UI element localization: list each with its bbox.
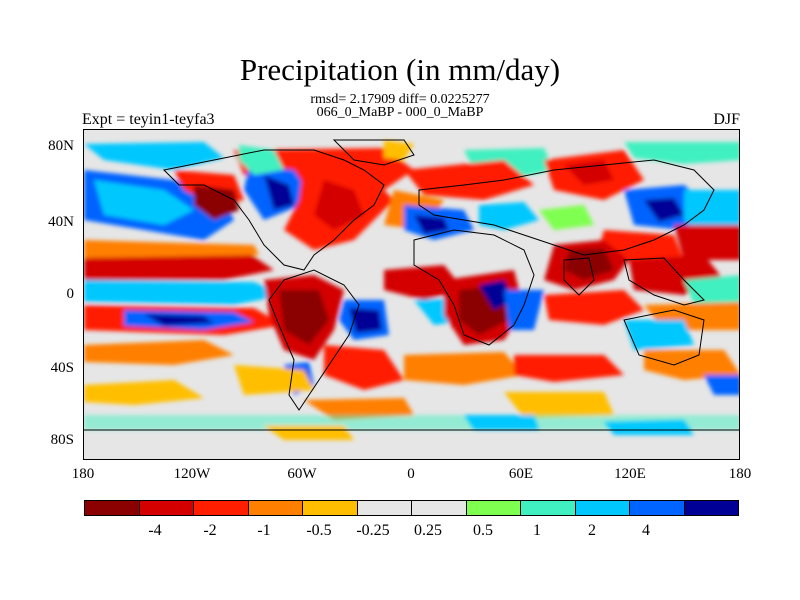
experiment-label: Expt = teyin1-teyfa3: [82, 111, 215, 128]
plot-title: Precipitation (in mm/day): [239, 52, 561, 87]
colorbar-label: 1: [533, 522, 541, 539]
x-tick-label: 180: [728, 466, 752, 482]
colorbar-swatch: [412, 501, 467, 515]
x-tick-label: 180: [71, 466, 95, 482]
colorbar-swatch: [466, 501, 521, 515]
season-label: DJF: [713, 111, 740, 128]
x-tick-label: 0: [407, 466, 415, 482]
experiment-subtitle: 066_0_MaBP - 000_0_MaBP: [316, 105, 484, 120]
colorbar-label: 0.5: [473, 522, 493, 539]
colorbar-swatch: [85, 501, 140, 515]
colorbar-swatch: [139, 501, 194, 515]
rmsd-diff-stats: rmsd= 2.17909 diff= 0.0225277: [310, 92, 490, 107]
y-tick-label: 80N: [48, 138, 74, 154]
precipitation-map: [83, 129, 740, 460]
colorbar: [84, 500, 739, 516]
y-tick-label: 80S: [50, 432, 74, 448]
y-tick-label: 0: [66, 286, 75, 302]
x-tick-label: 120E: [614, 466, 646, 482]
colorbar-label: -4: [148, 522, 162, 539]
colorbar-label: -2: [203, 522, 217, 539]
precipitation-field: [84, 130, 739, 459]
colorbar-swatch: [684, 501, 738, 515]
colorbar-label: 2: [588, 522, 596, 539]
colorbar-label: -1: [257, 522, 271, 539]
y-tick-label: 40N: [48, 214, 74, 230]
colorbar-label: -0.25: [356, 522, 390, 539]
colorbar-swatch: [521, 501, 576, 515]
colorbar-swatch: [248, 501, 303, 515]
colorbar-label: -0.5: [306, 522, 332, 539]
x-tick-label: 60E: [508, 466, 534, 482]
coastlines: [84, 139, 739, 431]
x-tick-label: 60W: [287, 466, 317, 482]
precipitation-anomaly-blobs: [84, 140, 739, 440]
colorbar-swatch: [194, 501, 249, 515]
colorbar-label: 4: [642, 522, 650, 539]
colorbar-label: 0.25: [414, 522, 442, 539]
colorbar-swatch: [630, 501, 685, 515]
y-tick-label: 40S: [50, 360, 74, 376]
colorbar-swatch: [303, 501, 358, 515]
x-tick-label: 120W: [173, 466, 211, 482]
colorbar-swatch: [357, 501, 412, 515]
colorbar-swatch: [575, 501, 630, 515]
